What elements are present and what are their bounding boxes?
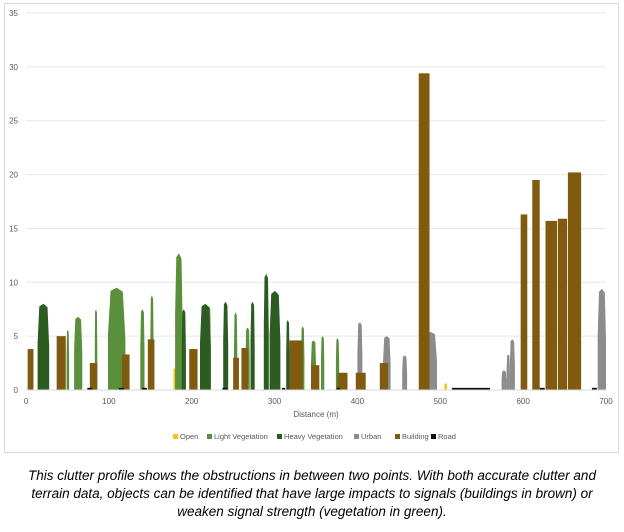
building-mark	[56, 336, 66, 390]
building-mark	[557, 218, 568, 390]
legend-swatch	[431, 434, 436, 439]
urban-mark	[402, 355, 408, 390]
data-marks	[27, 73, 606, 390]
urban-mark	[509, 339, 515, 390]
x-tick-label: 100	[102, 397, 116, 406]
legend-label: Light Vegetation	[214, 432, 268, 441]
gridlines	[26, 12, 606, 337]
building-mark	[532, 179, 540, 390]
x-tick-label: 400	[351, 397, 365, 406]
heavy-vegetation-mark	[250, 301, 255, 390]
legend-swatch	[207, 434, 212, 439]
heavy-vegetation-mark	[181, 309, 186, 390]
building-mark	[122, 354, 130, 390]
road-mark	[87, 387, 93, 390]
building-mark	[89, 363, 98, 390]
y-tick-label: 15	[9, 224, 18, 233]
heavy-vegetation-mark	[263, 273, 269, 390]
x-tick-label: 700	[599, 397, 613, 406]
heavy-vegetation-mark	[269, 290, 281, 390]
road-mark	[591, 387, 597, 390]
building-mark	[379, 363, 389, 390]
open-mark	[173, 368, 176, 390]
building-mark	[189, 349, 198, 390]
light-vegetation-mark	[140, 309, 145, 390]
building-mark	[241, 347, 249, 390]
x-axis-title: Distance (m)	[293, 410, 339, 419]
building-mark	[289, 340, 303, 390]
legend-label: Urban	[361, 432, 381, 441]
road-mark	[282, 387, 286, 390]
building-mark	[355, 372, 366, 390]
legend-label: Open	[180, 432, 198, 441]
y-tick-label: 0	[14, 386, 19, 395]
urban-mark	[506, 354, 510, 390]
heavy-vegetation-mark	[286, 320, 290, 390]
road-mark	[142, 387, 147, 390]
heavy-vegetation-mark	[37, 303, 50, 390]
building-mark	[418, 73, 430, 390]
figure-caption: This clutter profile shows the obstructi…	[28, 468, 596, 519]
light-vegetation-mark	[321, 336, 325, 390]
clutter-profile-chart: 0 5 10 15 20 25 30 35 0 100 200 300 400 500 600 700 Di…	[9, 9, 613, 441]
building-mark	[337, 372, 348, 390]
road-mark	[222, 387, 228, 390]
y-tick-label: 25	[9, 117, 18, 126]
legend-label: Heavy Vegetation	[284, 432, 343, 441]
legend-swatch	[395, 434, 400, 439]
y-tick-label: 30	[9, 63, 18, 72]
building-mark	[147, 339, 155, 390]
x-tick-label: 500	[434, 397, 448, 406]
y-tick-label: 10	[9, 278, 18, 287]
x-tick-label: 600	[516, 397, 530, 406]
urban-mark	[501, 370, 507, 390]
building-mark	[311, 365, 320, 390]
building-mark	[233, 357, 239, 390]
road-mark	[336, 387, 341, 390]
y-tick-label: 5	[14, 332, 19, 341]
road-mark	[118, 387, 124, 390]
open-mark	[444, 383, 447, 390]
building-mark	[27, 349, 34, 390]
legend: Open Light Vegetation Heavy Vegetation Urba…	[173, 432, 456, 441]
building-mark	[545, 220, 558, 390]
heavy-vegetation-mark	[223, 301, 229, 390]
y-tick-label: 20	[9, 171, 18, 180]
road-mark	[451, 387, 490, 390]
y-tick-label: 35	[9, 9, 18, 18]
light-vegetation-mark	[74, 316, 83, 390]
building-mark	[567, 172, 582, 390]
x-axis-ticks: 0 100 200 300 400 500 600 700	[24, 397, 613, 406]
x-tick-label: 0	[24, 397, 29, 406]
light-vegetation-mark	[66, 329, 70, 390]
building-mark	[520, 214, 528, 390]
y-axis-ticks: 0 5 10 15 20 25 30 35	[9, 9, 18, 395]
legend-swatch	[354, 434, 359, 439]
light-vegetation-mark	[108, 287, 126, 390]
x-tick-label: 200	[185, 397, 199, 406]
urban-mark	[597, 288, 606, 390]
light-vegetation-mark	[175, 253, 183, 390]
legend-swatch	[173, 434, 178, 439]
road-mark	[539, 387, 545, 390]
heavy-vegetation-mark	[200, 303, 211, 390]
x-tick-label: 300	[268, 397, 282, 406]
legend-swatch	[277, 434, 282, 439]
legend-label: Road	[438, 432, 456, 441]
legend-label: Building	[402, 432, 429, 441]
